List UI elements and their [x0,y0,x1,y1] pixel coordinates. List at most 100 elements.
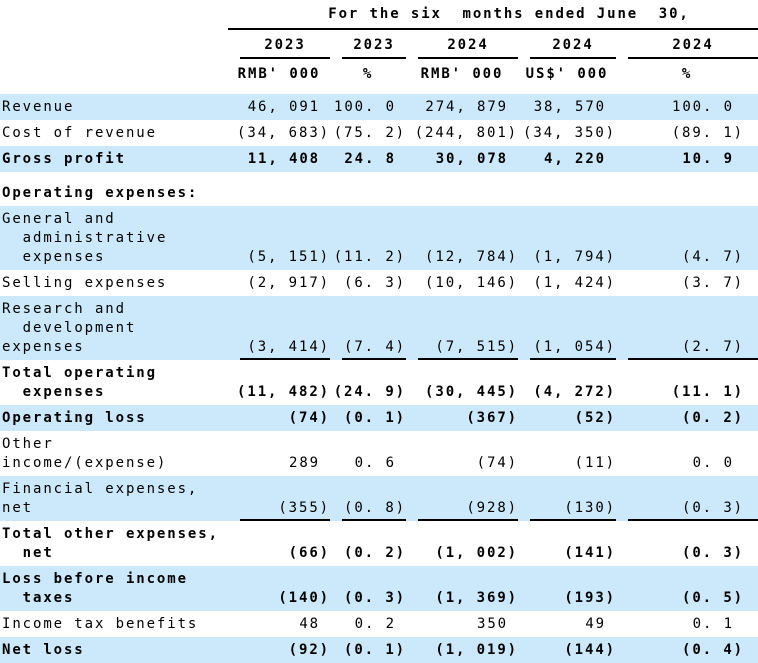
cell-value: (10, 146) [425,275,518,291]
cell-value: (7, 515) [406,296,518,360]
row-label: Cost of revenue [2,125,157,141]
cell-value: (0. 4) [616,637,758,663]
year-label: 2023 [342,30,406,59]
cell-value: 0. 2 [354,616,396,632]
table-row: General and administrative expenses (5, 1… [0,206,758,270]
cell-value: (30, 445) [425,384,518,400]
cell-value: (140) [228,566,330,611]
row-label: Research and development expenses [0,296,228,360]
cell-value: (0. 2) [344,545,406,561]
cell-value: 274, 879 [406,94,518,120]
cell-value: 38, 570 [518,94,616,120]
cell-value: (193) [518,566,616,611]
cell-value: (1, 424) [533,275,616,291]
col-year-header: 2023 [228,30,330,59]
cell-value: 100. 0 [330,94,406,120]
row-label: Gross profit [0,146,228,172]
cell-value: (1, 002) [435,545,518,561]
cell-value: (34, 350) [523,125,616,141]
cell-value: 4, 220 [518,146,616,172]
cell-value: (1, 019) [406,637,518,663]
cell-value: (0. 3) [330,566,406,611]
cell-value: (4, 272) [533,384,616,400]
row-label: Total other expenses, net [2,526,219,561]
row-label: Total operating expenses [2,365,157,400]
col-year-header: 2024 [518,30,616,59]
cell-value: (2, 917) [247,275,330,291]
table-row: Selling expenses (2, 917) (6. 3) (10, 146) (… [0,270,758,296]
year-header-row: 2023 2023 2024 2024 2024 [0,30,758,59]
cell-value [616,172,758,206]
col-unit-header: US$' 000 [518,59,616,94]
col-year-header: 2024 [406,30,518,59]
cell-value: (1, 054) [518,296,616,360]
cell-value [406,172,518,206]
table-row: Other income/(expense) 289 0. 6 (74) (11) 0. … [0,431,758,476]
cell-value: (0. 1) [330,637,406,663]
cell-value: (2. 7) [616,296,758,360]
cell-value [228,172,330,206]
cell-value: (11, 482) [237,384,330,400]
table-title-cell: For the six months ended June 30, [228,0,758,30]
cell-value: 49 [585,616,606,632]
row-label: Revenue [0,94,228,120]
cell-value: (75. 2) [333,125,406,141]
cell-value: (0. 1) [330,405,406,431]
cell-value: (5, 151) [228,206,330,270]
cell-value: (141) [564,545,616,561]
cell-value: (92) [228,637,330,663]
table-title: For the six months ended June 30, [228,0,758,30]
cell-value: (0. 3) [616,476,758,521]
cell-value: (66) [288,545,330,561]
cell-value: 10. 9 [616,146,758,172]
cell-value: (74) [228,405,330,431]
year-label: 2024 [628,30,758,59]
table-row: Financial expenses, net (355) (0. 8) (928)(… [0,476,758,521]
unit-label: % [681,66,693,82]
unit-header-row: RMB' 000 % RMB' 000 US$' 000 % [0,59,758,94]
row-label: Financial expenses, net [0,476,228,521]
table-body: Revenue 46, 091 100. 0 274, 879 38, 570 100. … [0,94,758,663]
cell-value: (0. 8) [330,476,406,521]
cell-value: 11, 408 [228,146,330,172]
unit-label: US$' 000 [525,66,609,82]
table-row: Cost of revenue (34, 683) (75. 2) (244, 801… [0,120,758,146]
cell-value: (6. 3) [344,275,406,291]
cell-value: 100. 0 [616,94,758,120]
row-label: Operating loss [0,405,228,431]
cell-value: (355) [228,476,330,521]
cell-value: (89. 1) [671,125,744,141]
cell-value: (11. 2) [330,206,406,270]
year-row-spacer [0,30,228,59]
cell-value: 24. 8 [330,146,406,172]
table-title-row: For the six months ended June 30, [0,0,758,30]
cell-value: 48 [299,616,320,632]
cell-value: (34, 683) [237,125,330,141]
cell-value: (11. 1) [671,384,744,400]
cell-value [518,172,616,206]
cell-value: (12, 784) [406,206,518,270]
col-unit-header: % [330,59,406,94]
cell-value: (0. 3) [682,545,744,561]
cell-value: (1, 794) [518,206,616,270]
cell-value: (1, 369) [406,566,518,611]
row-label: Loss before income taxes [0,566,228,611]
table-row: Revenue 46, 091 100. 0 274, 879 38, 570 100. … [0,94,758,120]
col-year-header: 2024 [616,30,758,59]
table-header: For the six months ended June 30, 2023 2… [0,0,758,94]
table-row: Loss before income taxes (140) (0. 3) (1, 3… [0,566,758,611]
cell-value: (244, 801) [414,125,518,141]
cell-value: 0. 1 [692,616,734,632]
table-row: Net loss (92) (0. 1) (1, 019) (144) (0. 4) [0,637,758,663]
year-label: 2024 [418,30,518,59]
cell-value: (0. 2) [616,405,758,431]
cell-value: 289 [289,455,320,471]
cell-value [330,172,406,206]
table-row: Income tax benefits 48 0. 2 350 49 0. 1 [0,611,758,637]
cell-value: 0. 6 [354,455,396,471]
row-label: Other income/(expense) [2,436,168,471]
col-unit-header: RMB' 000 [406,59,518,94]
col-year-header: 2023 [330,30,406,59]
cell-value: (130) [518,476,616,521]
row-label: General and administrative expenses [0,206,228,270]
